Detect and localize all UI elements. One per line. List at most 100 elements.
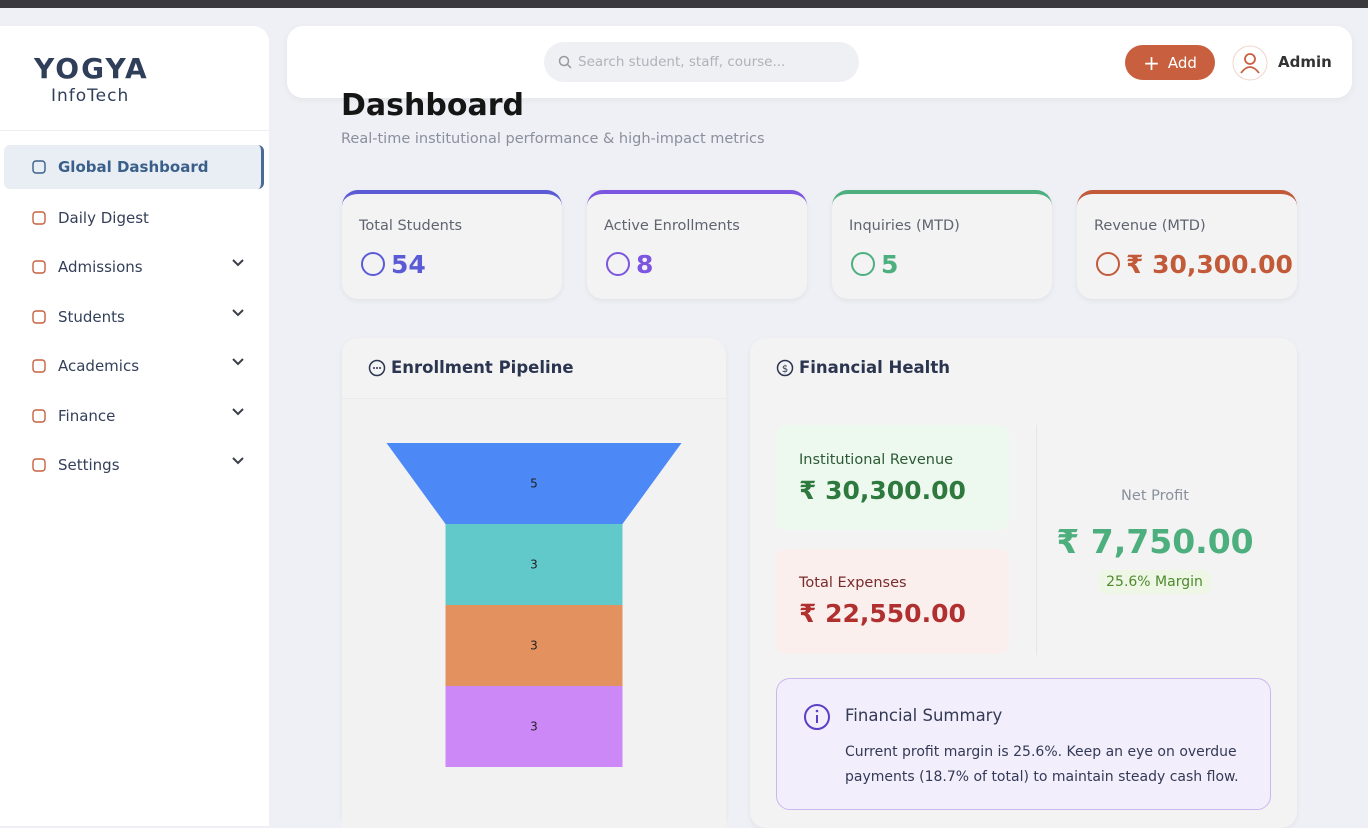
stat-icon: [361, 252, 385, 276]
brand-sub: InfoTech: [51, 86, 130, 106]
add-button[interactable]: + Add: [1125, 45, 1215, 80]
nav-item[interactable]: Admissions: [4, 245, 264, 289]
chevron: [232, 457, 244, 465]
nav-icon: [32, 260, 46, 274]
funnel-segment: [445, 524, 623, 605]
margin-badge: 25.6% Margin: [1098, 570, 1211, 594]
chevron-shape: [232, 309, 244, 317]
page-subtitle: Real-time institutional performance & hi…: [341, 131, 765, 147]
browser-bar: [0, 0, 1368, 8]
expenses-box: Total Expenses ₹ 22,550.00: [776, 549, 1009, 654]
nav-icon: [32, 409, 46, 423]
stat-value: 54: [391, 250, 426, 279]
chevron: [232, 309, 244, 317]
nav-icon: [32, 458, 46, 472]
search-box[interactable]: Search student, staff, course...: [544, 42, 859, 82]
dollar-icon: $: [776, 359, 794, 377]
stat-icon-shape: [851, 252, 875, 276]
nav-item[interactable]: Finance: [4, 394, 264, 438]
nav-icon: [32, 160, 46, 174]
nav-item[interactable]: Academics: [4, 344, 264, 388]
nav-icon-shape: [32, 260, 46, 274]
nav-item[interactable]: Students: [4, 295, 264, 339]
finance-panel: $ Financial Health Institutional Revenue…: [750, 338, 1297, 828]
chevron-shape: [232, 358, 244, 366]
funnel-chart: 5 3 3 3: [386, 443, 682, 767]
revenue-value: ₹ 30,300.00: [799, 476, 966, 505]
segment-label: 5: [530, 477, 538, 491]
nav-icon: [32, 211, 46, 225]
nav-label: Daily Digest: [58, 209, 149, 227]
nav-icon-shape: [32, 310, 46, 324]
summary-title: Financial Summary: [845, 706, 1003, 725]
stat-label: Revenue (MTD): [1094, 218, 1206, 234]
chat-icon: [368, 359, 386, 377]
funnel-segment: [386, 443, 682, 524]
nav-label: Settings: [58, 456, 120, 474]
stat-label: Total Students: [359, 218, 463, 234]
nav-icon: [32, 359, 46, 373]
nav-item[interactable]: Global Dashboard: [4, 145, 264, 189]
nav-label: Academics: [58, 357, 140, 375]
nav-item[interactable]: Settings: [4, 443, 264, 487]
nav-label: Global Dashboard: [58, 158, 209, 176]
expenses-value: ₹ 22,550.00: [799, 599, 966, 628]
stat-icon: [851, 252, 875, 276]
add-label: Add: [1167, 53, 1197, 72]
stat-card: Inquiries (MTD) 5: [832, 190, 1052, 299]
stat-card: Total Students 54: [342, 190, 562, 299]
chevron-shape: [232, 259, 244, 267]
stat-value: ₹ 30,300.00: [1126, 250, 1293, 279]
chevron: [232, 408, 244, 416]
nav-icon: [32, 310, 46, 324]
avatar[interactable]: [1232, 45, 1268, 81]
chevron: [232, 358, 244, 366]
panel-title: Financial Health: [799, 358, 950, 377]
chevron: [232, 259, 244, 267]
funnel-segment: [445, 605, 623, 686]
divider: [1036, 425, 1037, 655]
revenue-label: Institutional Revenue: [799, 452, 954, 468]
summary-text: Current profit margin is 25.6%. Keep an …: [845, 744, 1239, 785]
stat-value: 8: [636, 250, 654, 279]
divider: [0, 130, 269, 131]
stat-label: Active Enrollments: [604, 218, 740, 234]
nav-label: Admissions: [58, 258, 143, 276]
nav-icon-shape: [32, 409, 46, 423]
info-icon: [804, 704, 830, 730]
stat-value: 5: [881, 250, 899, 279]
user-name: Admin: [1278, 53, 1332, 71]
nav-icon-shape: [32, 458, 46, 472]
stat-card: Active Enrollments 8: [587, 190, 807, 299]
chevron-shape: [232, 457, 244, 465]
nav-icon-shape: [32, 211, 46, 225]
funnel-segment: [445, 686, 623, 767]
net-profit-label: Net Profit: [1121, 488, 1189, 504]
segment-label: 3: [530, 558, 538, 572]
search-icon: [558, 55, 572, 69]
expenses-label: Total Expenses: [799, 575, 907, 591]
stat-icon: [1096, 252, 1120, 276]
segment-label: 3: [530, 720, 538, 734]
svg-text:$: $: [782, 364, 788, 375]
nav-icon-shape: [32, 359, 46, 373]
nav-item[interactable]: Daily Digest: [4, 196, 264, 240]
search-placeholder: Search student, staff, course...: [578, 54, 786, 70]
brand-name: YOGYA: [34, 52, 149, 85]
nav-label: Students: [58, 308, 125, 326]
nav-icon-shape: [32, 160, 46, 174]
segment-label: 3: [530, 639, 538, 653]
page-title: Dashboard: [341, 88, 524, 123]
stat-icon-shape: [606, 252, 630, 276]
nav-label: Finance: [58, 407, 116, 425]
stat-card: Revenue (MTD) ₹ 30,300.00: [1077, 190, 1297, 299]
net-profit-value: ₹ 7,750.00: [1056, 522, 1254, 561]
stat-icon-shape: [361, 252, 385, 276]
chevron-shape: [232, 408, 244, 416]
header: Search student, staff, course... + Add Ad…: [287, 26, 1352, 98]
stat-icon-shape: [1096, 252, 1120, 276]
revenue-box: Institutional Revenue ₹ 30,300.00: [776, 425, 1009, 530]
panel-title: Enrollment Pipeline: [391, 358, 574, 377]
